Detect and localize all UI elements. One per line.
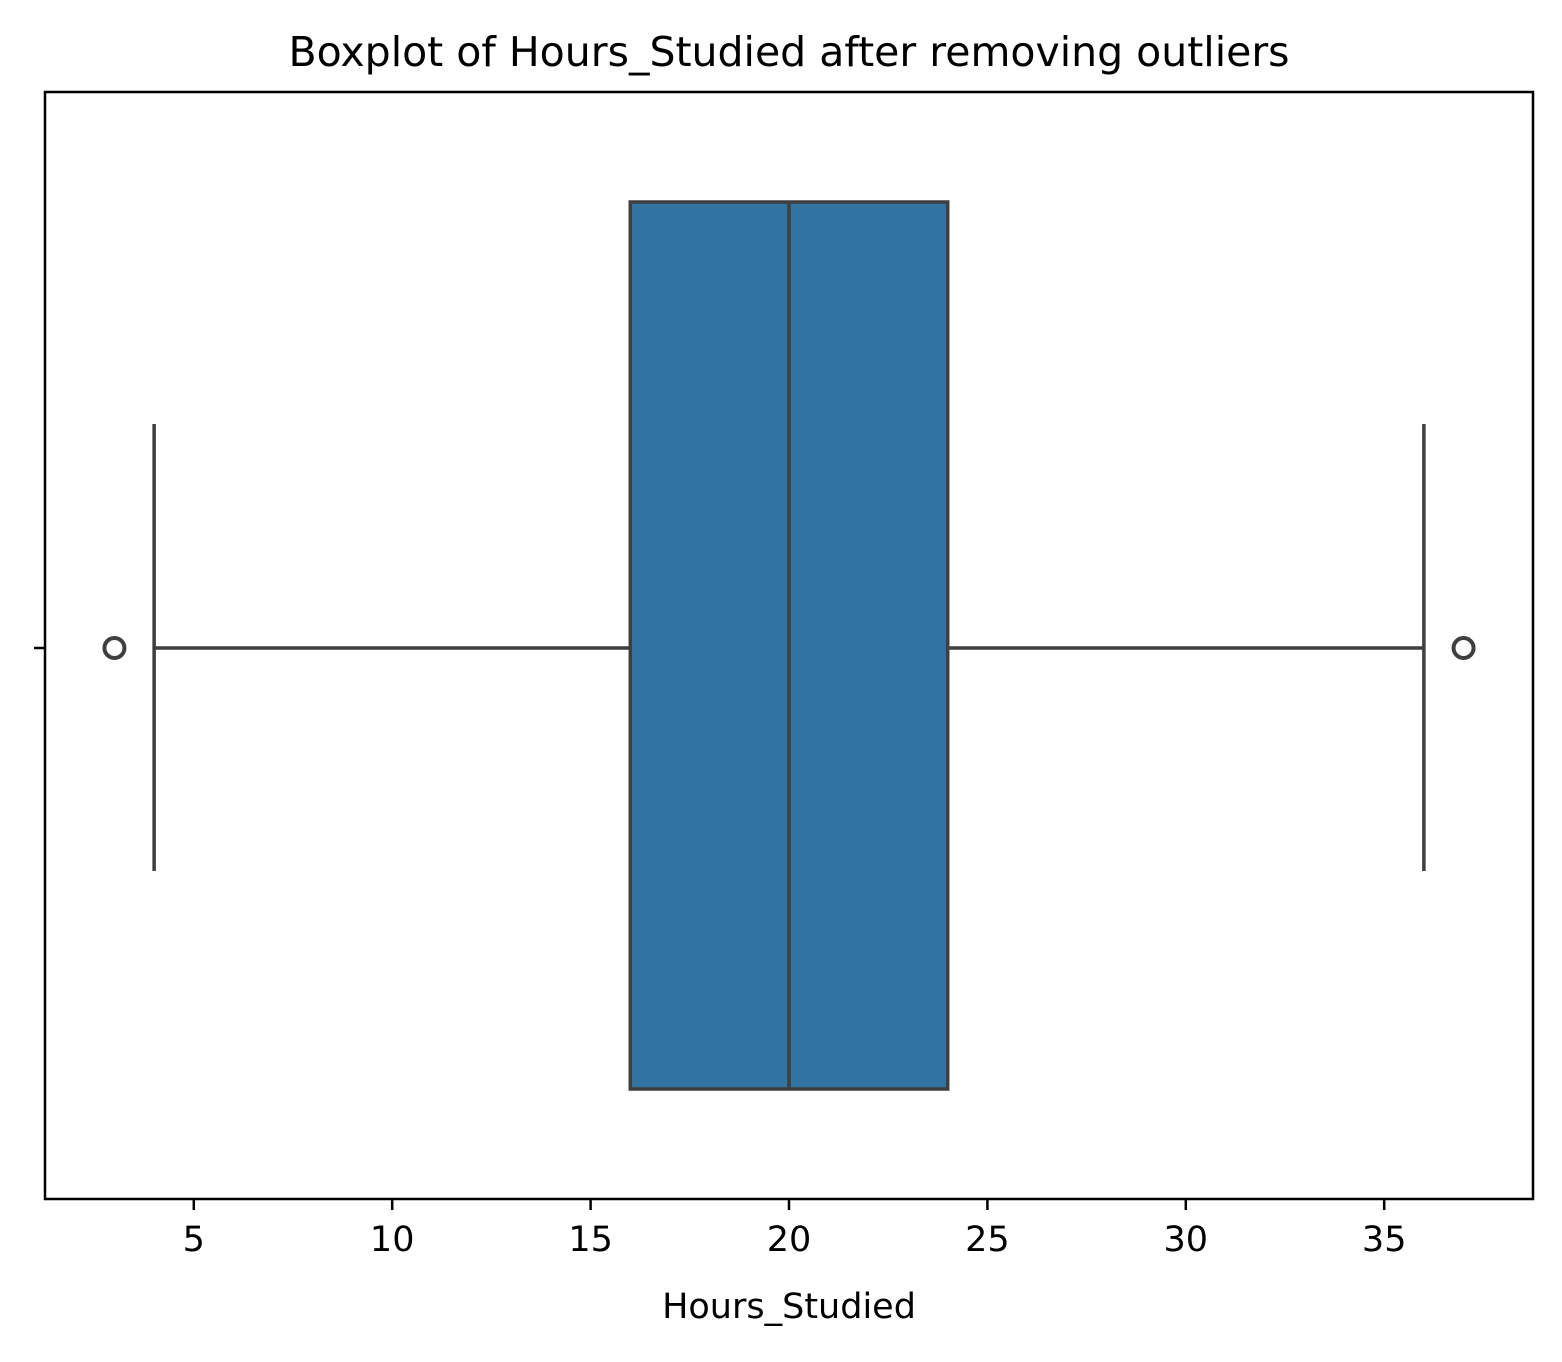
x-tick-label-15: 15 — [568, 1220, 613, 1260]
x-axis: 5 10 15 20 25 30 35 — [183, 1199, 1407, 1260]
x-tick-label-35: 35 — [1362, 1220, 1407, 1260]
outlier-point-1 — [1451, 636, 1476, 660]
x-tick-label-10: 10 — [370, 1220, 415, 1260]
x-tick-label-25: 25 — [965, 1220, 1010, 1260]
x-tick-label-20: 20 — [767, 1220, 812, 1260]
x-tick-label-5: 5 — [183, 1220, 205, 1260]
x-axis-label: Hours_Studied — [662, 1287, 916, 1327]
plot-area — [102, 200, 1476, 1091]
chart-title: Boxplot of Hours_Studied after removing … — [288, 28, 1289, 76]
outlier-point-0 — [102, 636, 127, 660]
x-tick-label-30: 30 — [1164, 1220, 1209, 1260]
axes-frame — [43, 90, 1535, 1201]
box-series-0 — [102, 200, 1476, 1091]
